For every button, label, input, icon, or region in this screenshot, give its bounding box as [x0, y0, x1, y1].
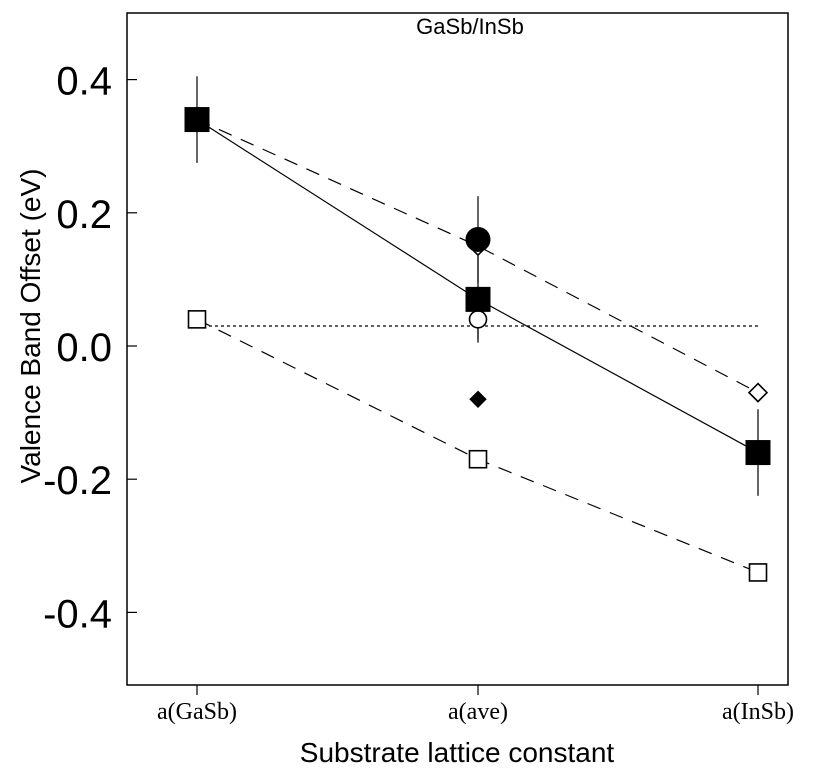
marker-filled-diamond: [469, 390, 487, 408]
y-tick-label: 0.0: [56, 326, 112, 370]
x-axis-ticks: a(GaSb) a(ave) a(InSb): [157, 685, 794, 725]
marker-open-square: [748, 563, 768, 582]
y-tick-label: -0.4: [43, 592, 112, 636]
series-line-open-square: [196, 318, 759, 573]
marker-open-diamond: [747, 382, 769, 403]
marker-open-square: [187, 310, 207, 329]
data-markers: [184, 107, 771, 582]
marker-open-circle: [468, 310, 488, 329]
plot-frame: [126, 12, 789, 686]
y-tick-label: -0.2: [43, 459, 112, 503]
marker-filled-square: [465, 286, 491, 312]
y-tick-label: 0.2: [56, 193, 112, 237]
y-axis-ticks: 0.4 0.2 0.0 -0.2 -0.4: [43, 60, 137, 636]
y-tick-label: 0.4: [56, 60, 112, 104]
marker-filled-circle: [465, 226, 491, 252]
series-line-open-diamond: [196, 119, 759, 394]
series-lines: [196, 119, 759, 573]
marker-filled-square: [745, 440, 771, 466]
x-tick-label: a(GaSb): [157, 699, 237, 725]
marker-open-square: [468, 449, 488, 469]
x-tick-label: a(InSb): [722, 699, 794, 725]
chart-title: GaSb/InSb: [416, 14, 524, 39]
x-axis-label: Substrate lattice constant: [300, 737, 615, 768]
y-axis-label: Valence Band Offset (eV): [15, 169, 46, 484]
marker-filled-square: [184, 107, 210, 133]
x-tick-label: a(ave): [448, 699, 508, 725]
error-bars: [196, 76, 759, 496]
